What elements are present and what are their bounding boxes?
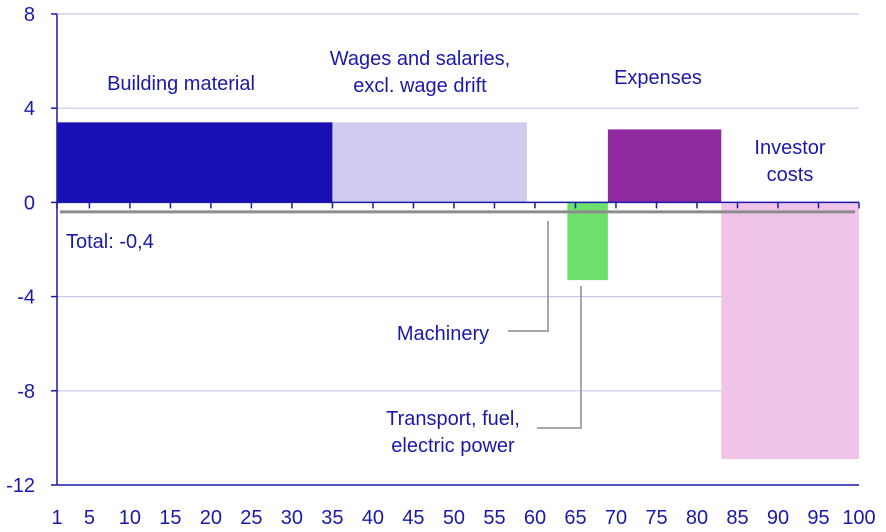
x-tick-label: 80: [686, 507, 708, 529]
x-tick-label: 55: [483, 507, 505, 529]
x-tick-label: 5: [84, 507, 95, 529]
x-tick-label: 85: [726, 507, 748, 529]
x-tick-label: 65: [564, 507, 586, 529]
x-tick-label: 25: [240, 507, 262, 529]
bar: [57, 122, 333, 203]
transport-leader-line: [537, 286, 582, 429]
x-tick-label: 90: [767, 507, 789, 529]
y-tick-label: -8: [17, 381, 35, 403]
y-tick-label: -12: [6, 475, 35, 497]
machinery-leader-line: [508, 221, 549, 332]
category-label: electric power: [391, 435, 515, 457]
x-tick-label: 10: [119, 507, 141, 529]
x-tick-label: 75: [645, 507, 667, 529]
x-tick-label: 100: [842, 507, 875, 529]
category-label: Investor: [754, 137, 825, 159]
bars: [57, 122, 859, 460]
bar: [607, 129, 722, 203]
x-tick-label: 95: [807, 507, 829, 529]
category-label: Building material: [107, 73, 255, 95]
axes: 840-4-8-121 5 10 15 20 25 30 35 40 45 50 55 60 65 70 75…: [6, 4, 876, 529]
x-tick-label: 50: [443, 507, 465, 529]
x-tick-label: 30: [281, 507, 303, 529]
category-labels: Building material Wages and salaries, excl…: [107, 48, 826, 457]
category-label: Expenses: [614, 67, 702, 89]
category-label: costs: [767, 164, 814, 186]
x-tick-label: 40: [362, 507, 384, 529]
x-tick-label: 35: [321, 507, 343, 529]
category-label: Machinery: [397, 323, 489, 345]
bar: [567, 202, 608, 281]
x-tick-label: 20: [200, 507, 222, 529]
bar: [721, 202, 859, 460]
category-label: Transport, fuel,: [386, 408, 520, 430]
x-tick-label: 45: [402, 507, 424, 529]
category-label: excl. wage drift: [353, 75, 487, 97]
y-tick-label: 4: [24, 98, 35, 120]
total-line-group: Total: -0,4: [60, 210, 855, 253]
y-tick-label: 8: [24, 4, 35, 26]
y-tick-label: -4: [17, 287, 35, 309]
total-label: Total: -0,4: [66, 231, 154, 253]
bar: [332, 122, 527, 203]
y-tick-label: 0: [24, 192, 35, 214]
x-tick-label: 15: [159, 507, 181, 529]
x-tick-label: 70: [605, 507, 627, 529]
category-label: Wages and salaries,: [330, 48, 510, 70]
x-tick-label: 1: [51, 507, 62, 529]
x-tick-label: 60: [524, 507, 546, 529]
